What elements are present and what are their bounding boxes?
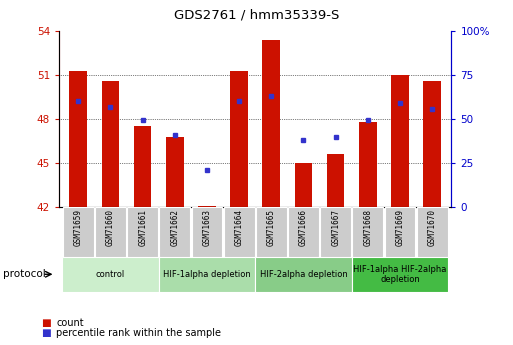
Bar <box>69 71 87 207</box>
Text: ■: ■ <box>41 328 51 338</box>
Bar <box>160 207 190 257</box>
Bar <box>359 122 377 207</box>
Bar <box>255 257 352 292</box>
Bar <box>294 163 312 207</box>
Text: GDS2761 / hmm35339-S: GDS2761 / hmm35339-S <box>174 9 339 22</box>
Bar <box>159 257 255 292</box>
Bar <box>166 137 184 207</box>
Bar <box>391 75 409 207</box>
Bar <box>63 207 94 257</box>
Text: GSM71668: GSM71668 <box>363 208 372 246</box>
Bar <box>198 206 216 207</box>
Bar <box>288 207 319 257</box>
Text: GSM71660: GSM71660 <box>106 208 115 246</box>
Text: GSM71666: GSM71666 <box>299 208 308 246</box>
Bar <box>423 81 441 207</box>
Text: HIF-2alpha depletion: HIF-2alpha depletion <box>260 270 347 279</box>
Bar <box>95 207 126 257</box>
Text: count: count <box>56 318 84 327</box>
Text: protocol: protocol <box>3 269 45 279</box>
Text: GSM71667: GSM71667 <box>331 208 340 246</box>
Text: GSM71661: GSM71661 <box>138 208 147 246</box>
Text: GSM71659: GSM71659 <box>74 208 83 246</box>
Bar <box>134 126 151 207</box>
Text: percentile rank within the sample: percentile rank within the sample <box>56 328 222 338</box>
Text: GSM71662: GSM71662 <box>170 208 180 246</box>
Text: GSM71665: GSM71665 <box>267 208 276 246</box>
Bar <box>352 257 448 292</box>
Bar <box>102 81 120 207</box>
Bar <box>263 40 280 207</box>
Bar <box>62 257 159 292</box>
Bar <box>352 207 383 257</box>
Text: GSM71664: GSM71664 <box>234 208 244 246</box>
Bar <box>320 207 351 257</box>
Text: GSM71663: GSM71663 <box>203 208 211 246</box>
Bar <box>191 207 223 257</box>
Bar <box>417 207 447 257</box>
Text: GSM71669: GSM71669 <box>396 208 404 246</box>
Text: control: control <box>96 270 125 279</box>
Bar <box>224 207 254 257</box>
Bar <box>327 154 345 207</box>
Bar <box>256 207 287 257</box>
Bar <box>127 207 158 257</box>
Text: HIF-1alpha depletion: HIF-1alpha depletion <box>163 270 251 279</box>
Text: HIF-1alpha HIF-2alpha
depletion: HIF-1alpha HIF-2alpha depletion <box>353 265 447 284</box>
Bar <box>230 71 248 207</box>
Bar <box>385 207 416 257</box>
Text: GSM71670: GSM71670 <box>428 208 437 246</box>
Text: ■: ■ <box>41 318 51 327</box>
